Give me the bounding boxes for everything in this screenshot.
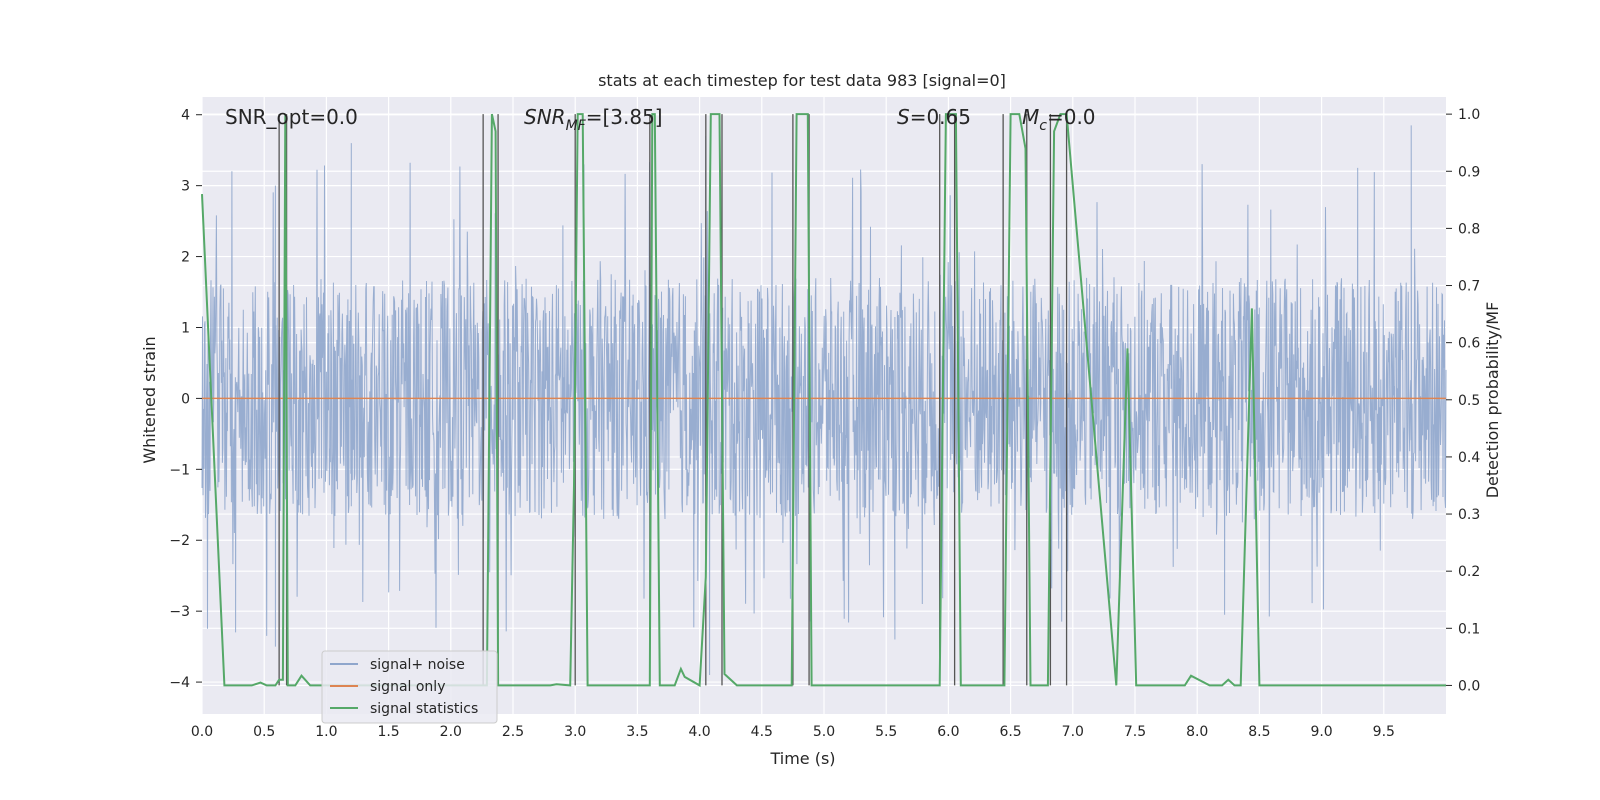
legend-box xyxy=(321,650,498,724)
y-left-tick-label: 4 xyxy=(181,108,190,124)
signal-noise-trace xyxy=(201,125,1447,676)
y-left-tick-label: 0 xyxy=(181,391,190,407)
x-tick-label: 8.5 xyxy=(1248,724,1270,740)
legend: signal+ noise signal only signal statist… xyxy=(321,650,498,724)
legend-label-signal-statistics: signal statistics xyxy=(370,701,478,717)
x-tick-label: 4.0 xyxy=(688,724,710,740)
x-tick-label: 7.5 xyxy=(1124,724,1146,740)
y-left-tick-label: 2 xyxy=(181,250,190,266)
legend-label-signal-noise: signal+ noise xyxy=(370,657,465,673)
y-right-tick-label: 1.0 xyxy=(1458,107,1480,123)
y-right-tick-label: 0.9 xyxy=(1458,164,1480,180)
x-tick-label: 4.5 xyxy=(751,724,773,740)
y-right-tick-label: 0.4 xyxy=(1458,450,1480,466)
x-tick-label: 0.5 xyxy=(253,724,275,740)
x-tick-label: 5.0 xyxy=(813,724,835,740)
x-tick-label: 1.0 xyxy=(315,724,337,740)
y-left-tick-label: 1 xyxy=(181,320,190,336)
x-tick-label: 2.0 xyxy=(440,724,462,740)
x-tick-label: 7.0 xyxy=(1062,724,1084,740)
y-right-tick-label: 0.7 xyxy=(1458,279,1480,295)
y-left-axis-label: Whitened strain xyxy=(140,336,159,463)
annotation-snr-opt: SNR_opt=0.0 xyxy=(225,105,358,129)
series-signal-statistics xyxy=(201,113,1446,688)
y-right-tick-label: 0.0 xyxy=(1458,678,1480,694)
legend-label-signal-only: signal only xyxy=(370,679,445,695)
x-tick-label: 9.0 xyxy=(1310,724,1332,740)
y-left-tick-label: −4 xyxy=(169,675,190,691)
y-right-axis-ticks: 0.0 0.1 0.2 0.3 0.4 0.5 0.6 0.7 0.8 0.9 1.0 xyxy=(1446,107,1480,694)
x-tick-label: 9.5 xyxy=(1373,724,1395,740)
annotation-snr-mf: SNRMF=[3.85] xyxy=(524,105,663,134)
y-right-tick-label: 0.2 xyxy=(1458,564,1480,580)
x-tick-label: 0.0 xyxy=(191,724,213,740)
y-left-axis-ticks: −4 −3 −2 −1 0 1 2 3 4 xyxy=(169,108,202,691)
x-axis-ticks: 0.0 0.5 1.0 1.5 2.0 2.5 3.0 3.5 4.0 4.5 5.0 5.5 6.0 6… xyxy=(191,724,1395,740)
x-tick-label: 3.5 xyxy=(626,724,648,740)
chart-title: stats at each timestep for test data 983… xyxy=(598,71,1006,90)
x-axis-label: Time (s) xyxy=(769,749,835,768)
x-tick-label: 1.5 xyxy=(377,724,399,740)
x-tick-label: 2.5 xyxy=(502,724,524,740)
x-tick-label: 8.0 xyxy=(1186,724,1208,740)
y-right-tick-label: 0.8 xyxy=(1458,221,1480,237)
y-left-tick-label: −1 xyxy=(169,462,190,478)
y-left-tick-label: 3 xyxy=(181,179,190,195)
x-tick-label: 3.0 xyxy=(564,724,586,740)
x-tick-label: 6.5 xyxy=(999,724,1021,740)
series-signal-noise xyxy=(201,125,1447,676)
y-right-tick-label: 0.5 xyxy=(1458,393,1480,409)
y-right-tick-label: 0.1 xyxy=(1458,621,1480,637)
x-tick-label: 6.0 xyxy=(937,724,959,740)
y-left-tick-label: −3 xyxy=(169,604,190,620)
y-right-tick-label: 0.6 xyxy=(1458,336,1480,352)
annotation-s: S=0.65 xyxy=(897,105,971,129)
y-right-axis-label: Detection probability/MF xyxy=(1483,302,1502,499)
y-left-tick-label: −2 xyxy=(169,533,190,549)
y-right-tick-label: 0.3 xyxy=(1458,507,1480,523)
x-tick-label: 5.5 xyxy=(875,724,897,740)
annotation-mc: Mc=0.0 xyxy=(1022,105,1096,134)
